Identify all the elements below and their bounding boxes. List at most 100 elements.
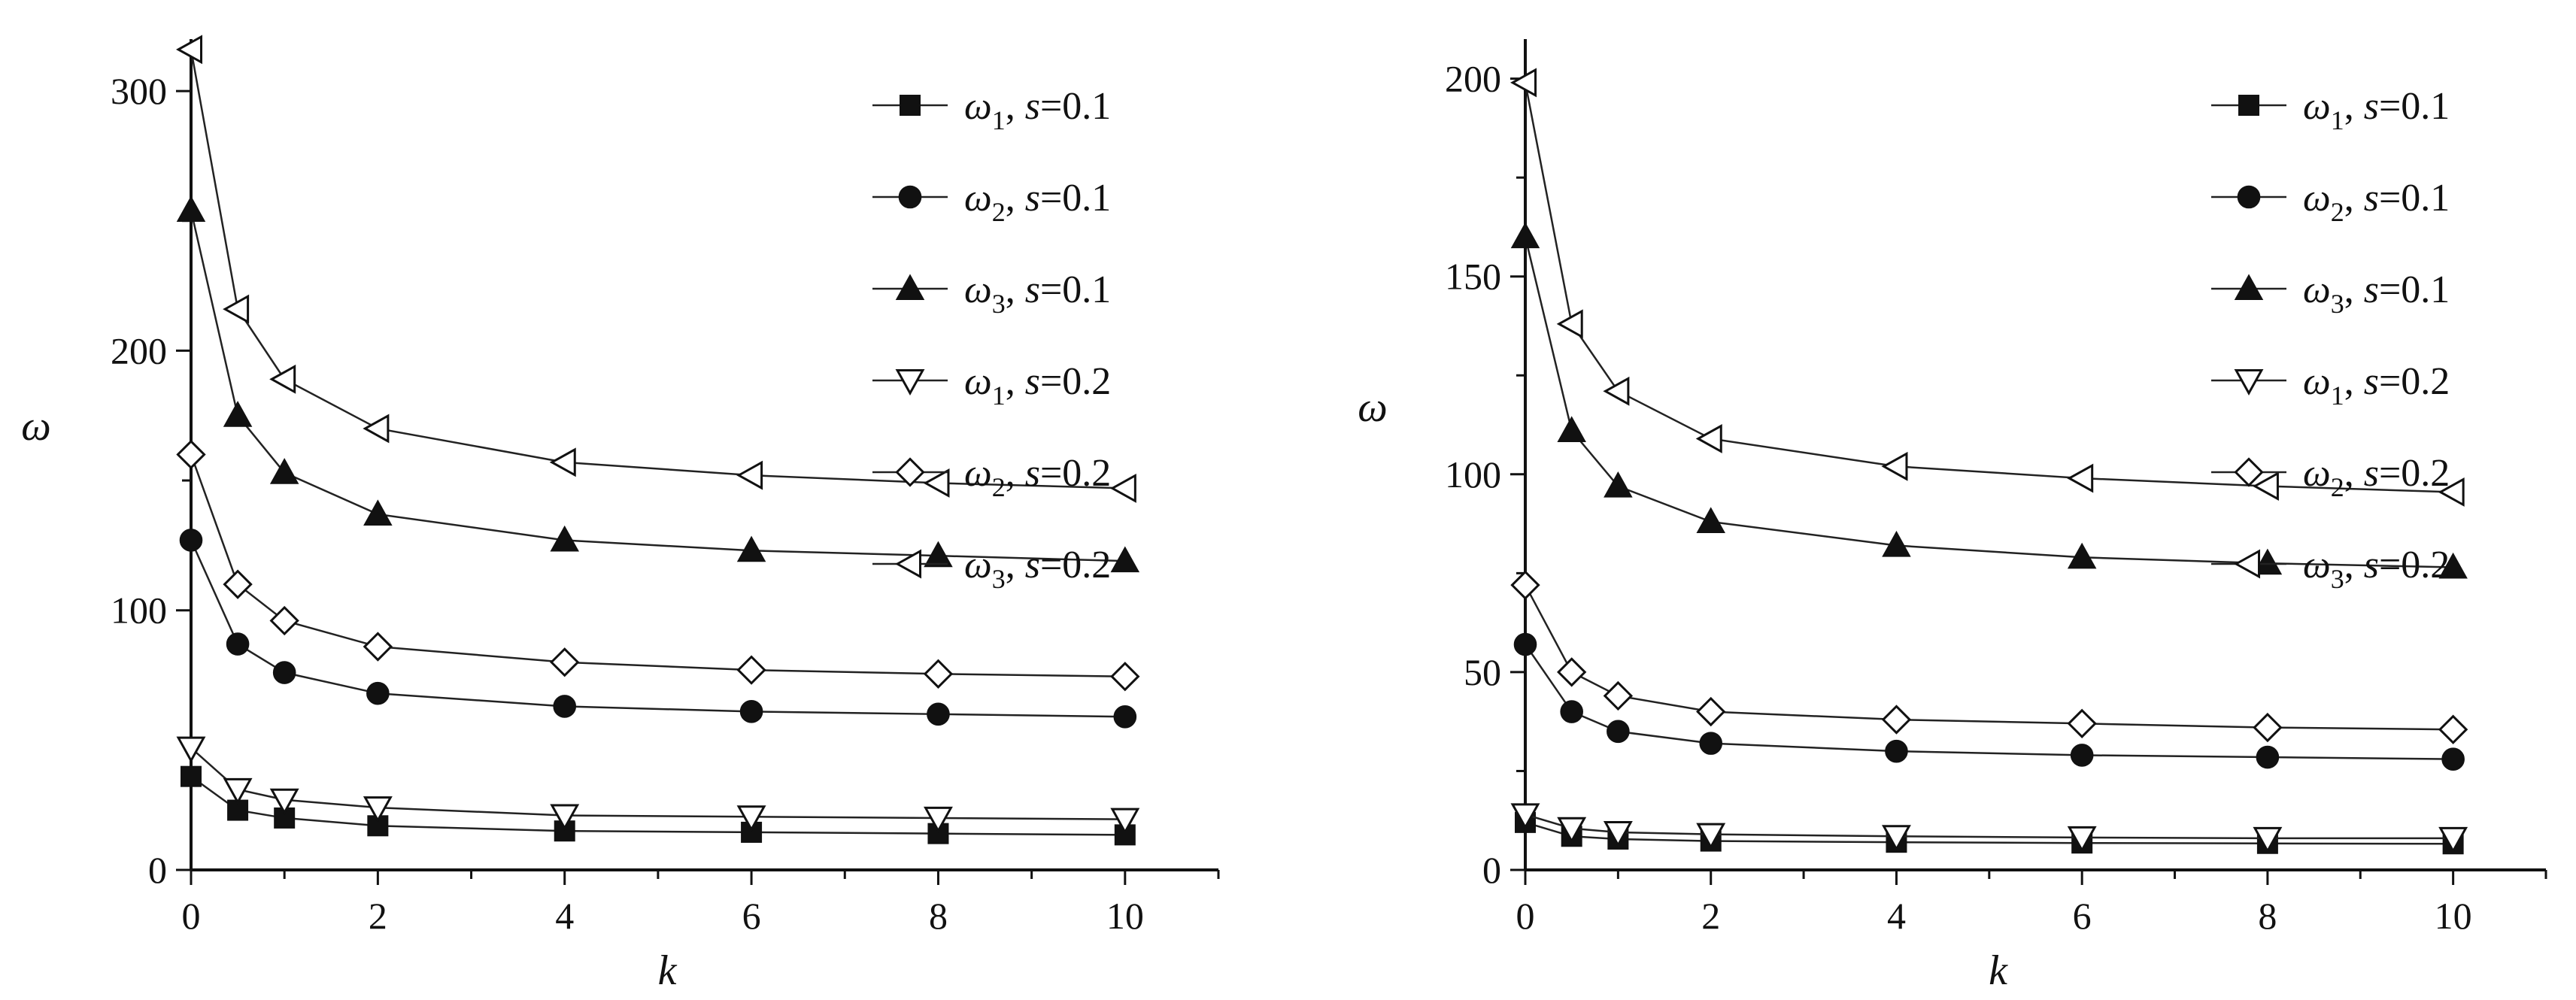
data-point	[223, 569, 253, 599]
legend-marker	[2237, 185, 2261, 209]
data-point	[176, 35, 203, 65]
legend-label: ω2, s=0.1	[964, 177, 1111, 227]
data-point	[2252, 471, 2279, 502]
data-point	[553, 695, 577, 718]
data-point	[550, 647, 580, 677]
x-tick-label: 4	[555, 895, 574, 937]
data-point	[2067, 826, 2097, 853]
legend-item: ω3, s=0.1	[872, 268, 1111, 319]
data-point	[269, 788, 299, 815]
legend-marker	[895, 274, 925, 301]
series-line	[190, 747, 1125, 820]
data-point	[550, 525, 579, 552]
data-point	[223, 401, 253, 427]
legend-item: ω1, s=0.1	[2211, 85, 2450, 135]
y-tick-label: 100	[111, 589, 167, 632]
x-axis-label: k	[658, 947, 678, 994]
data-point	[924, 541, 953, 568]
legend-marker	[2234, 368, 2264, 395]
x-tick-label: 6	[2073, 895, 2092, 937]
legend-label: ω3, s=0.2	[964, 544, 1111, 594]
legend-label: ω3, s=0.1	[2303, 268, 2450, 319]
legend-item: ω1, s=0.2	[872, 360, 1111, 411]
data-point	[1110, 662, 1140, 692]
data-point	[2438, 552, 2468, 579]
data-point	[1110, 808, 1140, 835]
data-point	[1695, 424, 1722, 453]
y-tick-label: 100	[1445, 453, 1501, 495]
data-point	[269, 458, 299, 484]
data-point	[1604, 471, 1633, 498]
legend-label: ω2, s=0.2	[964, 452, 1111, 502]
data-point	[736, 655, 766, 685]
data-point	[363, 414, 390, 444]
legend-item: ω2, s=0.2	[2211, 452, 2450, 502]
x-tick-label: 6	[742, 895, 761, 937]
y-tick-label: 50	[1464, 651, 1501, 693]
legend-label: ω2, s=0.2	[2303, 452, 2450, 502]
legend-item: ω3, s=0.1	[2211, 268, 2450, 319]
legend-label: ω1, s=0.2	[964, 360, 1111, 411]
data-point	[1109, 473, 1136, 503]
data-point	[1110, 546, 1140, 573]
series-line	[190, 775, 1125, 836]
legend-marker	[2234, 457, 2264, 487]
series-line	[1524, 644, 2453, 760]
legend-marker	[2238, 95, 2259, 116]
data-point	[176, 439, 206, 470]
data-point	[736, 460, 763, 490]
data-point	[1603, 376, 1630, 406]
data-point	[179, 529, 203, 552]
data-point	[1696, 823, 1726, 850]
data-point	[363, 796, 393, 823]
legend-label: ω3, s=0.2	[2303, 544, 2450, 594]
data-point	[1556, 309, 1583, 339]
data-point	[366, 681, 390, 705]
data-point	[1881, 705, 1912, 735]
data-point	[1510, 222, 1540, 249]
data-point	[272, 661, 296, 684]
data-point	[739, 700, 763, 723]
data-point	[269, 605, 299, 636]
legend-label: ω2, s=0.1	[2303, 177, 2450, 227]
data-point	[550, 804, 580, 831]
y-tick-label: 200	[111, 329, 167, 371]
legend-label: ω1, s=0.1	[2303, 85, 2450, 135]
series-2	[179, 529, 1137, 729]
x-tick-label: 4	[1887, 895, 1906, 937]
data-point	[923, 659, 954, 689]
legend-marker	[2234, 274, 2264, 301]
y-tick-label: 150	[1445, 256, 1501, 298]
data-point	[363, 499, 393, 526]
series-5	[176, 439, 1140, 692]
data-point	[176, 736, 206, 763]
series-6	[1510, 68, 2465, 507]
series-3	[176, 195, 1140, 573]
data-point	[1557, 817, 1587, 844]
data-point	[924, 806, 953, 833]
data-point	[2441, 747, 2465, 771]
legend-marker	[898, 185, 922, 209]
data-point	[1885, 739, 1908, 763]
x-tick-label: 2	[369, 895, 387, 937]
data-point	[176, 195, 206, 222]
series-5	[1510, 570, 2468, 744]
data-point	[549, 447, 576, 477]
data-point	[2256, 745, 2280, 769]
data-point	[1513, 632, 1537, 656]
legend-marker	[900, 95, 921, 116]
legend-item: ω2, s=0.1	[2211, 177, 2450, 227]
series-3	[1510, 222, 2468, 579]
x-tick-label: 0	[1516, 895, 1535, 937]
legend-item: ω1, s=0.2	[2211, 360, 2450, 411]
data-point	[1881, 451, 1908, 481]
data-point	[2067, 463, 2094, 493]
legend-label: ω1, s=0.1	[964, 85, 1111, 135]
y-tick-label: 300	[111, 70, 167, 112]
data-point	[1603, 680, 1634, 711]
legend-item: ω2, s=0.2	[872, 452, 1111, 502]
y-tick-label: 0	[148, 849, 167, 891]
